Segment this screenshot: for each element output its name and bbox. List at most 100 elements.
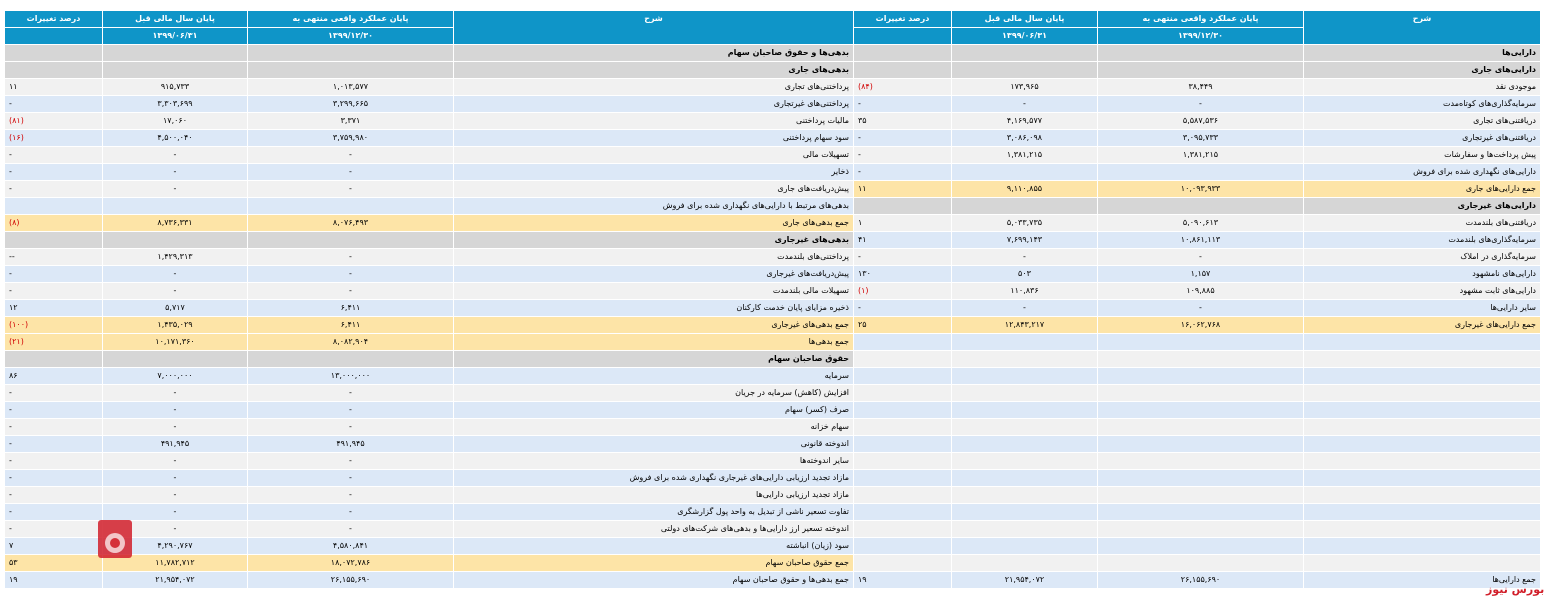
liabilities-cur-cell: ۴۹۱,۹۴۵ (247, 435, 454, 453)
liabilities-desc-cell: بدهی‌های مرتبط با دارایی‌های نگهداری شده… (453, 197, 854, 215)
header-pct-liabilities: درصد تغییرات (4, 10, 103, 28)
assets-desc-cell: موجودی نقد (1303, 78, 1541, 96)
liabilities-pct-cell: ۱۲ (4, 299, 103, 317)
assets-cur-cell: ۱۶,۰۶۲,۷۶۸ (1097, 316, 1304, 334)
liabilities-desc-cell: بدهی‌های غیرجاری (453, 231, 854, 249)
assets-pct-cell (853, 503, 952, 521)
liabilities-desc-cell: تسهیلات مالی (453, 146, 854, 164)
assets-desc-cell (1303, 367, 1541, 385)
assets-cur-cell (1097, 384, 1304, 402)
assets-desc-cell (1303, 418, 1541, 436)
assets-prev-cell (951, 452, 1098, 470)
table-row: - - - افزایش (کاهش) سرمایه در جریان (4, 384, 1541, 402)
liabilities-prev-cell: ۸,۷۳۶,۳۳۱ (102, 214, 248, 232)
table-header: درصد تغییرات پایان سال مالی قبل پایان عم… (4, 10, 1541, 45)
assets-prev-cell: - (951, 299, 1098, 317)
liabilities-pct-cell (4, 197, 103, 215)
assets-cur-cell (1097, 554, 1304, 572)
assets-desc-cell: دریافتنی‌های بلندمدت (1303, 214, 1541, 232)
liabilities-pct-cell: - (4, 163, 103, 181)
table-row: - - - پیش‌دریافت‌های جاری ۱۱ ۹,۱۱۰,۸۵۵ ۱۰,۰۹۳,… (4, 180, 1541, 198)
liabilities-cur-cell (247, 44, 454, 62)
liabilities-pct-cell: - (4, 401, 103, 419)
liabilities-prev-cell: ۲۱,۹۵۴,۰۷۲ (102, 571, 248, 589)
liabilities-prev-cell: - (102, 180, 248, 198)
assets-prev-cell: ۵۰۳ (951, 265, 1098, 283)
liabilities-desc-cell: ذخیره مزایای پایان خدمت کارکنان (453, 299, 854, 317)
assets-prev-cell: ۵,۰۳۳,۷۳۵ (951, 214, 1098, 232)
liabilities-cur-cell: - (247, 146, 454, 164)
assets-cur-cell: ۵,۰۹۰,۶۱۳ (1097, 214, 1304, 232)
liabilities-pct-cell: - (4, 486, 103, 504)
table-row: ۱۲ ۵,۷۱۷ ۶,۴۱۱ ذخیره مزایای پایان خدمت کارک… (4, 299, 1541, 317)
assets-prev-cell: ۷,۶۹۹,۱۴۳ (951, 231, 1098, 249)
liabilities-desc-cell: صرف (کسر) سهام (453, 401, 854, 419)
header-row-2: ۱۳۹۹/۰۶/۳۱ ۱۳۹۹/۱۲/۳۰ ۱۳۹۹/۰۶/۳۱ ۱۳۹۹/۱۲… (4, 27, 1541, 45)
assets-pct-cell (853, 520, 952, 538)
assets-cur-cell (1097, 503, 1304, 521)
liabilities-desc-cell: اندوخته تسعیر ارز دارایی‌ها و بدهی‌های ش… (453, 520, 854, 538)
liabilities-prev-cell: - (102, 146, 248, 164)
liabilities-prev-cell: - (102, 163, 248, 181)
liabilities-pct-cell: - (4, 384, 103, 402)
table-row: -۴۹۱,۹۴۵ ۴۹۱,۹۴۵ اندوخته قانونی (4, 435, 1541, 453)
header-empty-assets (853, 27, 952, 45)
table-row: - - - سهام خزانه (4, 418, 1541, 436)
liabilities-pct-cell: - (4, 146, 103, 164)
liabilities-prev-cell: ۱۱,۷۸۲,۷۱۲ (102, 554, 248, 572)
assets-prev-cell: - (951, 95, 1098, 113)
liabilities-pct-cell: (۸) (4, 214, 103, 232)
header-date-current-assets: ۱۳۹۹/۱۲/۳۰ (1097, 27, 1304, 45)
liabilities-desc-cell: سود سهام پرداختنی (453, 129, 854, 147)
liabilities-desc-cell: جمع حقوق صاحبان سهام (453, 554, 854, 572)
assets-cur-cell (1097, 435, 1304, 453)
bourse-news-logo-watermark (98, 520, 132, 558)
assets-prev-cell: ۱۷۳,۹۶۵ (951, 78, 1098, 96)
assets-prev-cell (951, 486, 1098, 504)
liabilities-prev-cell: ۱,۴۳۵,۰۲۹ (102, 316, 248, 334)
liabilities-cur-cell: ۳,۷۵۹,۹۸۰ (247, 129, 454, 147)
assets-cur-cell (1097, 350, 1304, 368)
assets-pct-cell: - (853, 95, 952, 113)
liabilities-cur-cell: ۶,۴۱۱ (247, 299, 454, 317)
assets-desc-cell: سرمایه‌گذاری‌های بلندمدت (1303, 231, 1541, 249)
liabilities-desc-cell: سرمایه (453, 367, 854, 385)
assets-prev-cell (951, 367, 1098, 385)
assets-cur-cell: - (1097, 248, 1304, 266)
assets-cur-cell: ۱۰,۸۶۱,۱۱۳ (1097, 231, 1304, 249)
assets-desc-cell (1303, 486, 1541, 504)
assets-pct-cell (853, 384, 952, 402)
liabilities-prev-cell: - (102, 265, 248, 283)
liabilities-prev-cell: ۵,۷۱۷ (102, 299, 248, 317)
table-row: حقوق صاحبان سهام (4, 350, 1541, 368)
table-row: -- ۱,۴۲۹,۳۱۳- پرداختنی‌های بلندمدت - - - سرمای… (4, 248, 1541, 266)
header-row-1: درصد تغییرات پایان سال مالی قبل پایان عم… (4, 10, 1541, 45)
assets-prev-cell (951, 537, 1098, 555)
liabilities-cur-cell: - (247, 469, 454, 487)
liabilities-cur-cell: ۱۸,۰۷۲,۷۸۶ (247, 554, 454, 572)
assets-cur-cell (1097, 197, 1304, 215)
assets-pct-cell: - (853, 299, 952, 317)
assets-cur-cell (1097, 163, 1304, 181)
liabilities-desc-cell: اندوخته قانونی (453, 435, 854, 453)
liabilities-prev-cell: - (102, 282, 248, 300)
assets-prev-cell: ۱۲,۸۴۳,۲۱۷ (951, 316, 1098, 334)
table-row: بدهی‌های جاری دارایی‌های جاری (4, 61, 1541, 79)
table-row: - - - اندوخته تسعیر ارز دارایی‌ها و بدهی‌ها… (4, 520, 1541, 538)
assets-cur-cell: ۱۰,۰۹۳,۹۳۳ (1097, 180, 1304, 198)
liabilities-prev-cell (102, 61, 248, 79)
assets-prev-cell: ۴,۱۶۹,۵۷۷ (951, 112, 1098, 130)
liabilities-pct-cell: - (4, 282, 103, 300)
assets-desc-cell: دارایی‌های نگهداری شده برای فروش (1303, 163, 1541, 181)
header-date-current-liabilities: ۱۳۹۹/۱۲/۳۰ (247, 27, 454, 45)
liabilities-pct-cell: - (4, 435, 103, 453)
assets-pct-cell (853, 554, 952, 572)
assets-pct-cell (853, 367, 952, 385)
assets-desc-cell: سرمایه‌گذاری در املاک (1303, 248, 1541, 266)
liabilities-desc-cell: ذخایر (453, 163, 854, 181)
assets-pct-cell: ۱۳۰ (853, 265, 952, 283)
liabilities-pct-cell: - (4, 503, 103, 521)
liabilities-desc-cell: سهام خزانه (453, 418, 854, 436)
assets-pct-cell: ۴۱ (853, 231, 952, 249)
assets-prev-cell (951, 503, 1098, 521)
